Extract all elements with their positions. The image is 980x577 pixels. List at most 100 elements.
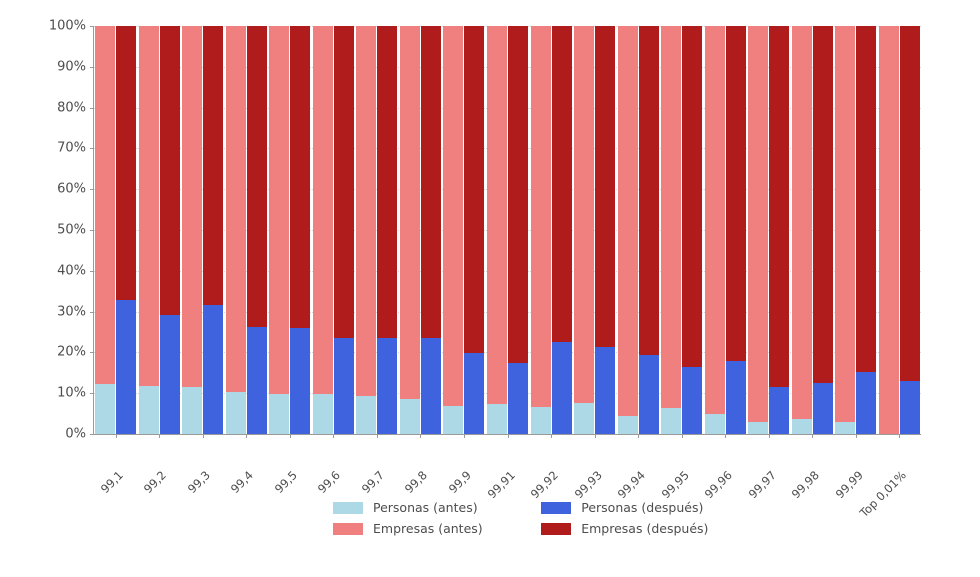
bar-segment-empresas-antes[interactable] <box>399 26 420 399</box>
bar-segment-personas-despues[interactable] <box>682 367 703 434</box>
bar-segment-empresas-despues[interactable] <box>246 26 267 328</box>
bar-segment-empresas-antes[interactable] <box>182 26 203 388</box>
bar-segment-personas-antes[interactable] <box>269 393 290 434</box>
bar-column[interactable] <box>878 26 899 434</box>
bar-segment-personas-despues[interactable] <box>508 363 528 434</box>
bar-column[interactable] <box>246 26 267 434</box>
bar-segment-empresas-despues[interactable] <box>769 26 790 388</box>
bar-segment-empresas-despues[interactable] <box>551 26 572 342</box>
bar-column[interactable] <box>899 26 920 434</box>
bar-column[interactable] <box>704 26 725 434</box>
bar-segment-personas-despues[interactable] <box>203 305 224 434</box>
bar-column[interactable] <box>769 26 790 434</box>
bar-column[interactable] <box>399 26 420 434</box>
legend-item[interactable]: Personas (antes) <box>333 500 507 515</box>
bar-column[interactable] <box>574 26 595 434</box>
bar-column[interactable] <box>487 26 507 434</box>
bar-segment-personas-antes[interactable] <box>399 398 420 434</box>
bar-segment-empresas-antes[interactable] <box>312 26 333 394</box>
bar-segment-empresas-despues[interactable] <box>508 26 528 364</box>
bar-segment-empresas-despues[interactable] <box>856 26 877 372</box>
bar-segment-empresas-antes[interactable] <box>791 26 812 420</box>
bar-segment-empresas-despues[interactable] <box>899 26 920 381</box>
bar-segment-empresas-despues[interactable] <box>333 26 354 338</box>
bar-segment-personas-antes[interactable] <box>835 422 856 434</box>
bar-column[interactable] <box>791 26 812 434</box>
bar-segment-personas-antes[interactable] <box>791 419 812 434</box>
bar-column[interactable] <box>377 26 398 434</box>
bar-column[interactable] <box>159 26 180 434</box>
bar-column[interactable] <box>443 26 464 434</box>
bar-segment-personas-antes[interactable] <box>95 384 116 434</box>
bar-segment-empresas-antes[interactable] <box>574 26 595 404</box>
bar-segment-personas-despues[interactable] <box>812 382 833 434</box>
bar-segment-personas-antes[interactable] <box>748 422 769 434</box>
bar-segment-empresas-despues[interactable] <box>638 26 659 355</box>
bar-segment-personas-despues[interactable] <box>899 380 920 434</box>
bar-segment-personas-despues[interactable] <box>769 387 790 434</box>
bar-column[interactable] <box>661 26 682 434</box>
bar-column[interactable] <box>116 26 137 434</box>
bar-segment-personas-despues[interactable] <box>464 352 485 434</box>
bar-segment-empresas-antes[interactable] <box>617 26 638 416</box>
bar-segment-empresas-despues[interactable] <box>812 26 833 383</box>
bar-segment-empresas-despues[interactable] <box>290 26 311 329</box>
bar-column[interactable] <box>748 26 769 434</box>
bar-segment-personas-despues[interactable] <box>595 346 616 434</box>
bar-column[interactable] <box>95 26 116 434</box>
bar-segment-personas-despues[interactable] <box>290 328 311 434</box>
bar-segment-empresas-despues[interactable] <box>203 26 224 306</box>
bar-column[interactable] <box>530 26 551 434</box>
bar-column[interactable] <box>312 26 333 434</box>
bar-segment-empresas-antes[interactable] <box>704 26 725 415</box>
bar-segment-personas-despues[interactable] <box>246 327 267 434</box>
bar-column[interactable] <box>290 26 311 434</box>
bar-segment-empresas-antes[interactable] <box>356 26 377 397</box>
bar-segment-empresas-antes[interactable] <box>530 26 551 407</box>
bar-segment-empresas-despues[interactable] <box>595 26 616 347</box>
bar-segment-personas-despues[interactable] <box>638 354 659 434</box>
bar-column[interactable] <box>835 26 856 434</box>
bar-segment-empresas-antes[interactable] <box>878 26 899 434</box>
bar-segment-empresas-despues[interactable] <box>159 26 180 315</box>
bar-segment-empresas-despues[interactable] <box>116 26 137 301</box>
bar-segment-personas-antes[interactable] <box>704 414 725 434</box>
bar-segment-personas-antes[interactable] <box>530 406 551 434</box>
bar-segment-personas-antes[interactable] <box>182 387 203 434</box>
bar-column[interactable] <box>420 26 441 434</box>
bar-column[interactable] <box>812 26 833 434</box>
bar-segment-personas-despues[interactable] <box>725 360 746 434</box>
bar-segment-personas-despues[interactable] <box>856 371 877 434</box>
bar-segment-personas-despues[interactable] <box>377 338 398 434</box>
bar-segment-empresas-antes[interactable] <box>835 26 856 423</box>
bar-column[interactable] <box>508 26 528 434</box>
bar-column[interactable] <box>269 26 290 434</box>
bar-column[interactable] <box>725 26 746 434</box>
bar-segment-empresas-antes[interactable] <box>138 26 159 387</box>
bar-column[interactable] <box>856 26 877 434</box>
bar-segment-empresas-despues[interactable] <box>464 26 485 353</box>
bar-column[interactable] <box>464 26 485 434</box>
legend-item[interactable]: Personas (después) <box>541 500 733 515</box>
legend-item[interactable]: Empresas (antes) <box>333 521 507 536</box>
bar-segment-personas-antes[interactable] <box>356 396 377 434</box>
bar-column[interactable] <box>356 26 377 434</box>
bar-segment-empresas-antes[interactable] <box>487 26 507 404</box>
bar-segment-empresas-antes[interactable] <box>225 26 246 392</box>
bar-segment-empresas-despues[interactable] <box>725 26 746 361</box>
bar-segment-empresas-antes[interactable] <box>748 26 769 423</box>
bar-column[interactable] <box>682 26 703 434</box>
bar-segment-personas-antes[interactable] <box>225 391 246 434</box>
bar-segment-empresas-antes[interactable] <box>443 26 464 407</box>
bar-column[interactable] <box>595 26 616 434</box>
bar-segment-empresas-despues[interactable] <box>682 26 703 368</box>
bar-segment-personas-antes[interactable] <box>487 403 507 434</box>
bar-column[interactable] <box>203 26 224 434</box>
bar-segment-personas-antes[interactable] <box>661 407 682 434</box>
bar-column[interactable] <box>638 26 659 434</box>
bar-column[interactable] <box>182 26 203 434</box>
bar-segment-empresas-despues[interactable] <box>420 26 441 339</box>
bar-segment-personas-antes[interactable] <box>574 403 595 434</box>
bar-column[interactable] <box>225 26 246 434</box>
bar-segment-empresas-despues[interactable] <box>377 26 398 339</box>
